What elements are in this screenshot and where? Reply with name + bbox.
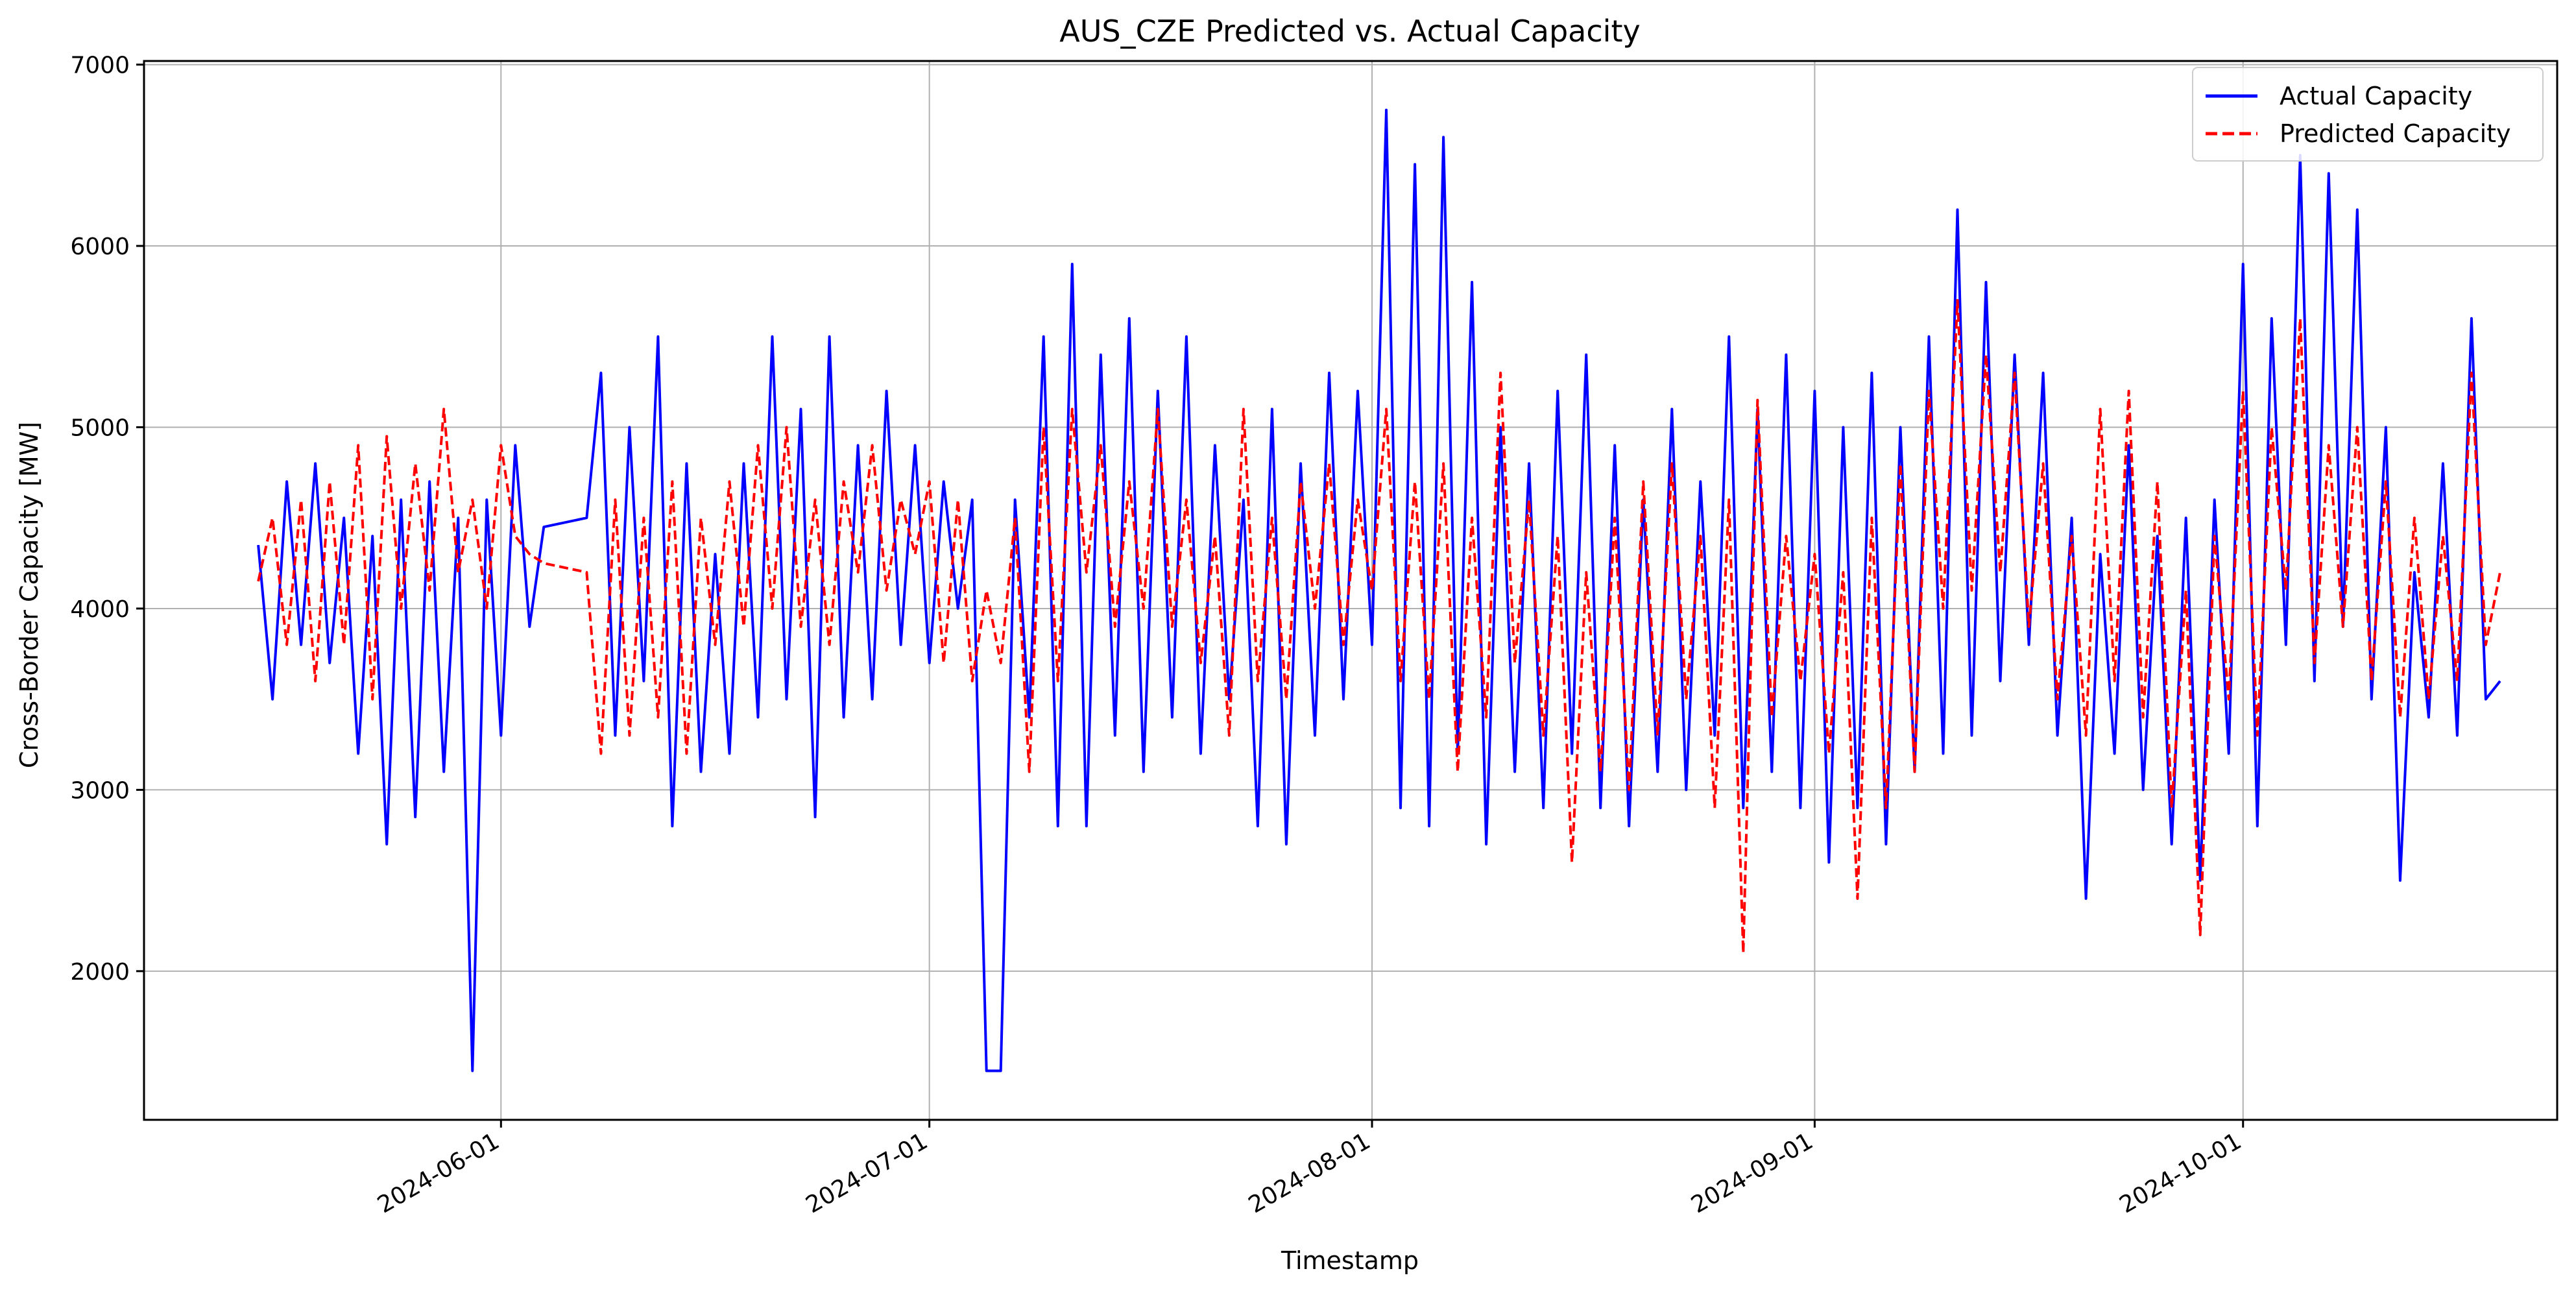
y-tick-label: 6000: [70, 234, 130, 260]
plot-frame: [143, 60, 2558, 1121]
y-axis-title: Cross-Border Capacity [MW]: [15, 422, 43, 768]
y-tick-label: 3000: [70, 777, 130, 804]
grid-lines: [144, 61, 2557, 1120]
y-axis: 2000 3000 4000 5000 6000 7000: [70, 53, 144, 986]
chart-title: AUS_CZE Predicted vs. Actual Capacity: [1059, 14, 1640, 49]
y-tick-label: 2000: [70, 959, 130, 986]
legend-box: [2192, 67, 2544, 162]
y-tick-label: 4000: [70, 596, 130, 623]
y-tick-label: 5000: [70, 415, 130, 441]
x-axis-title: Timestamp: [1281, 1246, 1419, 1275]
series-lines: [257, 108, 2501, 1072]
legend: Actual Capacity Predicted Capacity: [2192, 67, 2544, 162]
series-line-predicted: [257, 298, 2501, 954]
series-line-actual: [257, 108, 2501, 1072]
legend-label-actual: Actual Capacity: [2280, 82, 2472, 110]
legend-label-predicted: Predicted Capacity: [2280, 119, 2511, 148]
y-tick-label: 7000: [70, 53, 130, 79]
